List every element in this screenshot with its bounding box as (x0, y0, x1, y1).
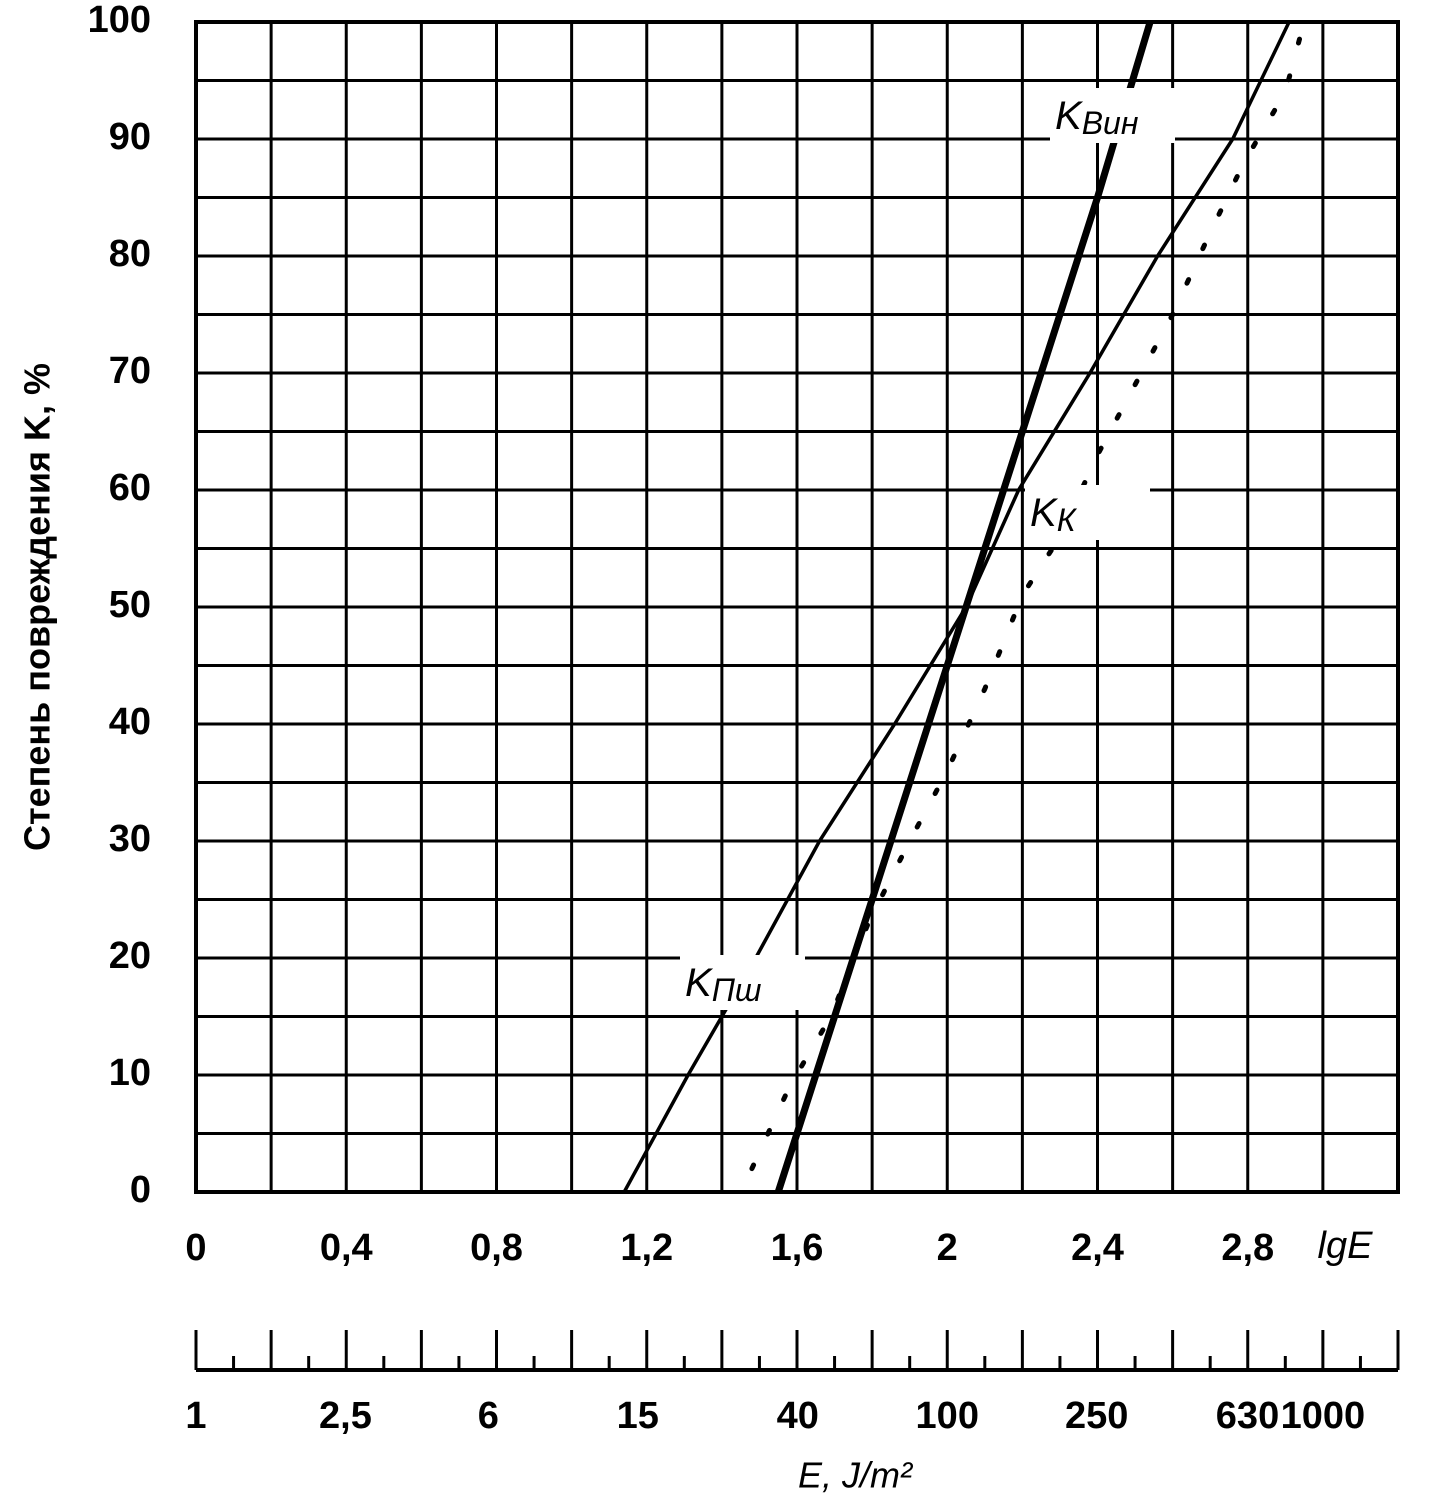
y-tick-label: 70 (109, 350, 151, 392)
series-name: K (1030, 491, 1059, 535)
series-name-sub: К (1057, 502, 1078, 538)
x2-tick-label: 1 (185, 1395, 206, 1437)
y-tick-label: 60 (109, 467, 151, 509)
series-line (774, 20, 1154, 1194)
y-tick-label: 80 (109, 233, 151, 275)
x2-tick-label: 630 (1216, 1395, 1279, 1437)
x2-tick-label: 15 (617, 1395, 659, 1437)
y-tick-label: 0 (130, 1169, 151, 1211)
x2-tick-label: 40 (777, 1395, 819, 1437)
series-label: KК (1030, 491, 1078, 539)
y-tick-label: 100 (88, 0, 151, 41)
series-name-sub: Пш (712, 972, 762, 1008)
x-tick-label: 0,8 (470, 1227, 523, 1269)
series-name: K (1055, 94, 1084, 138)
x-tick-label: 0 (185, 1227, 206, 1269)
series-name-sub: Вин (1082, 105, 1139, 141)
y-axis-label: Степень повреждения K, % (17, 363, 58, 851)
series-label: KВин (1055, 94, 1138, 142)
series-label: KПш (685, 961, 761, 1009)
x2-tick-label: 1000 (1281, 1395, 1366, 1437)
x-tick-label: 2,4 (1071, 1227, 1124, 1269)
x-tick-label: 1,6 (771, 1227, 824, 1269)
x-tick-label: 1,2 (620, 1227, 673, 1269)
x-tick-label: 2 (937, 1227, 958, 1269)
x2-axis-label: E, J/m² (798, 1455, 914, 1496)
legend-bg (1025, 485, 1150, 540)
plot-frame (194, 20, 1400, 1194)
y-tick-label: 20 (109, 935, 151, 977)
x-tick-label: 0,4 (320, 1227, 373, 1269)
legend-bg (1050, 88, 1175, 143)
y-tick-label: 30 (109, 818, 151, 860)
series-name: K (685, 961, 714, 1005)
x2-tick-label: 250 (1065, 1395, 1128, 1437)
y-tick-label: 50 (109, 584, 151, 626)
y-tick-label: 10 (109, 1052, 151, 1094)
y-tick-label: 40 (109, 701, 151, 743)
y-tick-label: 90 (109, 116, 151, 158)
x-tick-label: 2,8 (1221, 1227, 1274, 1269)
x-axis-label: lgE (1318, 1225, 1374, 1267)
legend-bg (680, 955, 805, 1010)
x2-tick-label: 100 (916, 1395, 979, 1437)
x2-tick-label: 2,5 (319, 1395, 372, 1437)
x2-tick-label: 6 (478, 1395, 499, 1437)
